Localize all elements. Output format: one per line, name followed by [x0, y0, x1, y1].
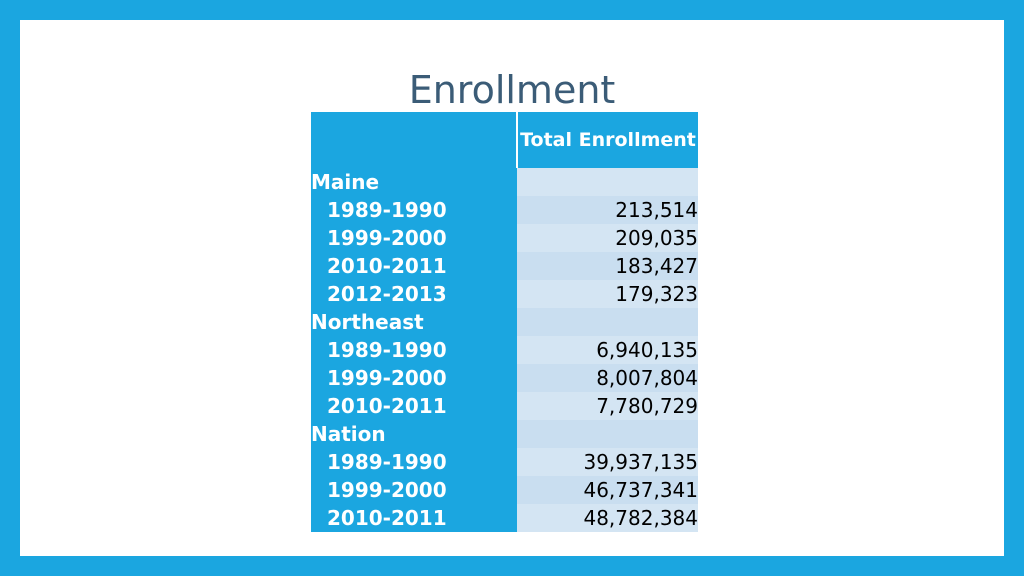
- row-value: 209,035: [517, 224, 698, 252]
- row-label: 1989-1990: [311, 196, 517, 224]
- row-value: 213,514: [517, 196, 698, 224]
- enrollment-table: Total Enrollment Maine 1989-1990 213,514…: [311, 112, 698, 532]
- table-row: 1999-2000 46,737,341: [311, 476, 698, 504]
- row-label: Maine: [311, 168, 517, 196]
- row-value: 8,007,804: [517, 364, 698, 392]
- page-title: Enrollment: [408, 68, 616, 112]
- slide: Enrollment Total Enrollment Maine 1989-1…: [20, 20, 1004, 556]
- table-row: 2010-2011 183,427: [311, 252, 698, 280]
- table-row: 1999-2000 8,007,804: [311, 364, 698, 392]
- row-label: Nation: [311, 420, 517, 448]
- row-value: [517, 168, 698, 196]
- header-total-enrollment: Total Enrollment: [517, 112, 698, 168]
- row-label: 1989-1990: [311, 336, 517, 364]
- row-value: 6,940,135: [517, 336, 698, 364]
- table-row: 2012-2013 179,323: [311, 280, 698, 308]
- table-row: Maine: [311, 168, 698, 196]
- table-row: Nation: [311, 420, 698, 448]
- row-label: 2012-2013: [311, 280, 517, 308]
- row-value: 39,937,135: [517, 448, 698, 476]
- table-row: 1999-2000 209,035: [311, 224, 698, 252]
- row-value: 46,737,341: [517, 476, 698, 504]
- row-label: Northeast: [311, 308, 517, 336]
- row-value: [517, 308, 698, 336]
- row-label: 1989-1990: [311, 448, 517, 476]
- table-row: Northeast: [311, 308, 698, 336]
- table-row: 2010-2011 48,782,384: [311, 504, 698, 532]
- row-label: 1999-2000: [311, 224, 517, 252]
- row-value: 7,780,729: [517, 392, 698, 420]
- row-value: 179,323: [517, 280, 698, 308]
- row-label: 1999-2000: [311, 364, 517, 392]
- table-row: 2010-2011 7,780,729: [311, 392, 698, 420]
- row-value: [517, 420, 698, 448]
- row-label: 2010-2011: [311, 252, 517, 280]
- row-label: 2010-2011: [311, 392, 517, 420]
- table-row: 1989-1990 39,937,135: [311, 448, 698, 476]
- row-value: 48,782,384: [517, 504, 698, 532]
- header-label-cell: [311, 112, 518, 168]
- row-label: 1999-2000: [311, 476, 517, 504]
- table-row: 1989-1990 213,514: [311, 196, 698, 224]
- row-label: 2010-2011: [311, 504, 517, 532]
- row-value: 183,427: [517, 252, 698, 280]
- table-header-row: Total Enrollment: [311, 112, 698, 168]
- table-row: 1989-1990 6,940,135: [311, 336, 698, 364]
